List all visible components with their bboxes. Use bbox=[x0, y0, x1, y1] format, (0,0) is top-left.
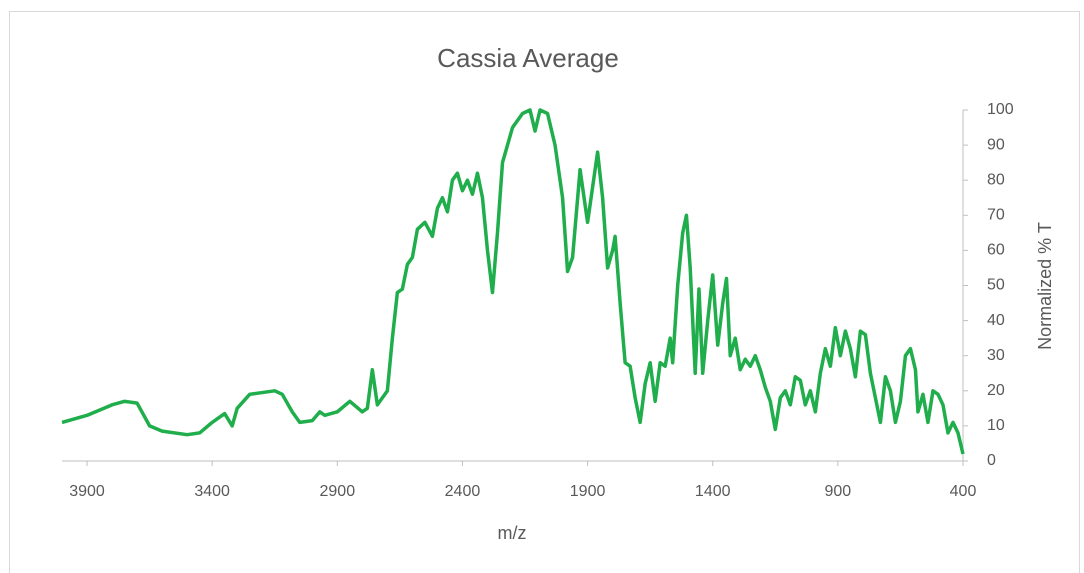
x-tick-label: 1900 bbox=[570, 483, 606, 500]
chart-border bbox=[9, 11, 1080, 573]
x-axis-label: m/z bbox=[498, 523, 527, 543]
x-tick-label: 400 bbox=[950, 483, 977, 500]
y-tick-label: 0 bbox=[987, 452, 996, 469]
y-tick-label: 40 bbox=[987, 312, 1005, 329]
chart-title: Cassia Average bbox=[437, 43, 619, 73]
y-tick-label: 10 bbox=[987, 417, 1005, 434]
x-tick-label: 3400 bbox=[194, 483, 230, 500]
y-tick-label: 20 bbox=[987, 382, 1005, 399]
y-tick-label: 60 bbox=[987, 242, 1005, 259]
x-tick-label: 900 bbox=[825, 483, 852, 500]
y-tick-label: 80 bbox=[987, 171, 1005, 188]
x-tick-label: 2900 bbox=[320, 483, 356, 500]
x-tick-label: 1400 bbox=[695, 483, 731, 500]
y-tick-label: 100 bbox=[987, 101, 1014, 118]
y-tick-label: 30 bbox=[987, 347, 1005, 364]
y-tick-label: 70 bbox=[987, 207, 1005, 224]
x-tick-label: 2400 bbox=[445, 483, 481, 500]
data-line bbox=[61, 108, 965, 455]
y-tick-label: 90 bbox=[987, 136, 1005, 153]
y-tick-label: 50 bbox=[987, 277, 1005, 294]
y-axis-label: Normalized % T bbox=[1035, 222, 1055, 350]
x-tick-label: 3900 bbox=[69, 483, 105, 500]
